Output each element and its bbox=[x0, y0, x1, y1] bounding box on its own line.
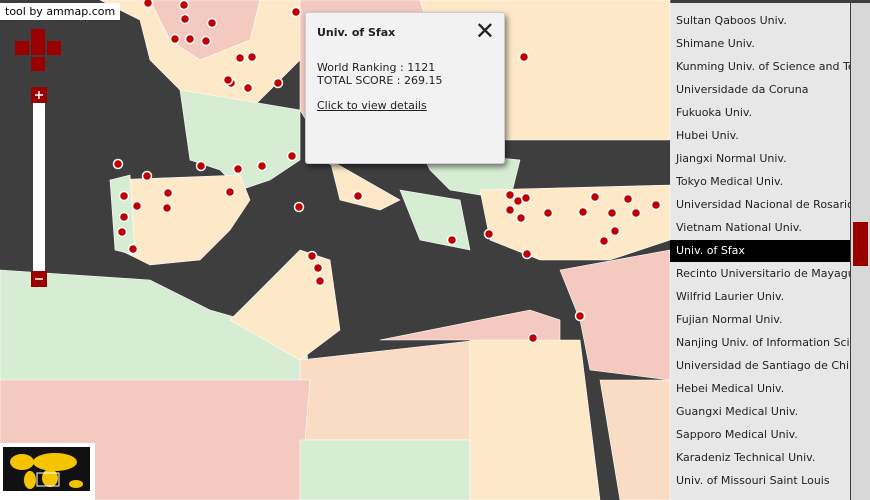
university-marker[interactable] bbox=[527, 332, 539, 344]
list-item[interactable]: Sapporo Medical Univ. bbox=[676, 428, 798, 441]
university-marker[interactable] bbox=[256, 160, 268, 172]
university-marker[interactable] bbox=[234, 52, 246, 64]
list-item[interactable]: Vietnam National Univ. bbox=[676, 221, 802, 234]
university-marker[interactable] bbox=[314, 275, 326, 287]
university-marker[interactable] bbox=[112, 158, 124, 170]
pan-left[interactable] bbox=[15, 41, 29, 55]
list-item[interactable]: Universidad Nacional de Rosario bbox=[676, 198, 850, 211]
details-link[interactable]: Click to view details bbox=[317, 99, 427, 112]
university-marker[interactable] bbox=[169, 33, 181, 45]
university-marker[interactable] bbox=[483, 228, 495, 240]
list-item[interactable]: Universidade da Coruna bbox=[676, 83, 809, 96]
university-marker[interactable] bbox=[290, 6, 302, 18]
university-marker[interactable] bbox=[306, 250, 318, 262]
list-item[interactable]: Hubei Univ. bbox=[676, 129, 739, 142]
university-marker[interactable] bbox=[161, 202, 173, 214]
university-marker[interactable] bbox=[520, 192, 532, 204]
list-item[interactable]: Sultan Qaboos Univ. bbox=[676, 14, 787, 27]
zoom-track[interactable] bbox=[33, 100, 45, 272]
university-marker[interactable] bbox=[518, 51, 530, 63]
university-marker[interactable] bbox=[606, 207, 618, 219]
close-button[interactable]: ✕ bbox=[474, 17, 495, 45]
university-marker[interactable] bbox=[118, 211, 130, 223]
university-marker[interactable] bbox=[224, 186, 236, 198]
university-marker[interactable] bbox=[242, 82, 254, 94]
university-marker[interactable] bbox=[179, 13, 191, 25]
nav-controls bbox=[15, 29, 61, 287]
university-marker[interactable] bbox=[577, 206, 589, 218]
pan-right[interactable] bbox=[47, 41, 61, 55]
university-marker[interactable] bbox=[589, 191, 601, 203]
university-marker[interactable] bbox=[352, 190, 364, 202]
list-item[interactable]: Fukuoka Univ. bbox=[676, 106, 753, 119]
university-marker[interactable] bbox=[598, 235, 610, 247]
list-item[interactable]: Recinto Universitario de Mayaguez bbox=[676, 267, 850, 280]
popup-line: TOTAL SCORE : 269.15 bbox=[317, 74, 443, 87]
university-marker[interactable] bbox=[504, 189, 516, 201]
list-item[interactable]: Shimane Univ. bbox=[676, 37, 755, 50]
university-marker[interactable] bbox=[118, 190, 130, 202]
university-marker[interactable] bbox=[272, 77, 284, 89]
university-marker[interactable] bbox=[195, 160, 207, 172]
pan-down[interactable] bbox=[31, 57, 45, 71]
university-list: Sultan Qaboos Univ. Shimane Univ. Kunming … bbox=[670, 3, 850, 500]
university-marker[interactable] bbox=[312, 262, 324, 274]
university-marker[interactable] bbox=[178, 0, 190, 11]
list-item[interactable]: Jiangxi Normal Univ. bbox=[676, 152, 787, 165]
university-marker[interactable] bbox=[650, 199, 662, 211]
university-marker[interactable] bbox=[246, 51, 258, 63]
university-marker[interactable] bbox=[542, 207, 554, 219]
university-marker[interactable] bbox=[184, 33, 196, 45]
university-marker[interactable] bbox=[200, 35, 212, 47]
university-marker[interactable] bbox=[286, 150, 298, 162]
list-item[interactable]: Fujian Normal Univ. bbox=[676, 313, 783, 326]
list-item[interactable]: Wilfrid Laurier Univ. bbox=[676, 290, 785, 303]
university-marker[interactable] bbox=[293, 201, 305, 213]
university-marker[interactable] bbox=[222, 74, 234, 86]
list-item[interactable]: Tokyo Medical Univ. bbox=[676, 175, 784, 188]
scroll-thumb[interactable] bbox=[853, 222, 868, 266]
list-item[interactable]: Guangxi Medical Univ. bbox=[676, 405, 799, 418]
university-marker[interactable] bbox=[162, 187, 174, 199]
home[interactable] bbox=[31, 41, 45, 55]
university-marker[interactable] bbox=[622, 193, 634, 205]
university-marker[interactable] bbox=[232, 163, 244, 175]
credit[interactable]: tool by ammap.com bbox=[0, 3, 121, 20]
university-marker[interactable] bbox=[127, 243, 139, 255]
popup: Univ. of Sfax World Ranking : 1121 TOTAL… bbox=[305, 12, 505, 164]
university-marker[interactable] bbox=[521, 248, 533, 260]
university-marker[interactable] bbox=[131, 200, 143, 212]
university-marker[interactable] bbox=[206, 17, 218, 29]
list-item[interactable]: Univ. of Missouri Saint Louis bbox=[676, 474, 830, 487]
list-item[interactable]: Nanjing Univ. of Information Science bbox=[676, 336, 850, 349]
university-marker[interactable] bbox=[142, 0, 154, 9]
popup-line: World Ranking : 1121 bbox=[317, 61, 436, 74]
university-marker[interactable] bbox=[116, 226, 128, 238]
list-item[interactable]: Univ. of Sfax bbox=[670, 240, 850, 262]
list-item[interactable]: Kunming Univ. of Science and Technology bbox=[676, 60, 850, 73]
university-marker[interactable] bbox=[574, 310, 586, 322]
scrollbar[interactable] bbox=[851, 3, 870, 500]
list-item[interactable]: Hebei Medical Univ. bbox=[676, 382, 785, 395]
university-marker[interactable] bbox=[609, 225, 621, 237]
pan-up[interactable] bbox=[31, 29, 45, 43]
list-item[interactable]: Universidad de Santiago de Chile bbox=[676, 359, 850, 372]
university-marker[interactable] bbox=[446, 234, 458, 246]
university-marker[interactable] bbox=[141, 170, 153, 182]
university-marker[interactable] bbox=[515, 212, 527, 224]
university-marker[interactable] bbox=[504, 204, 516, 216]
list-item[interactable]: Karadeniz Technical Univ. bbox=[676, 451, 816, 464]
university-marker[interactable] bbox=[630, 207, 642, 219]
popup-title: Univ. of Sfax bbox=[317, 26, 396, 39]
minimap[interactable] bbox=[0, 443, 95, 500]
